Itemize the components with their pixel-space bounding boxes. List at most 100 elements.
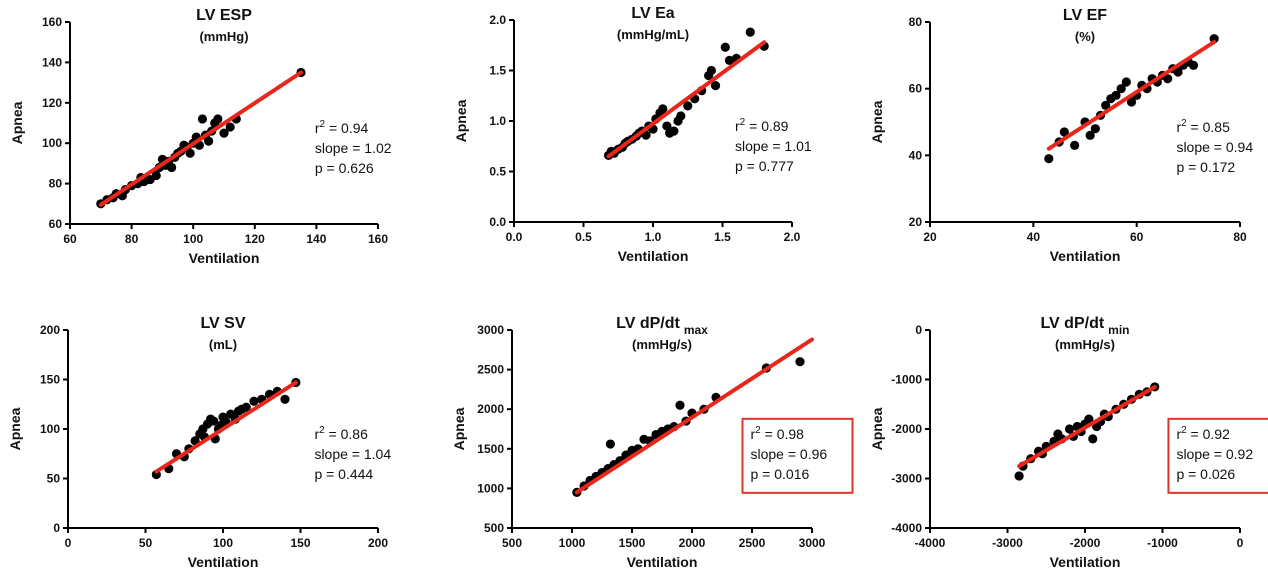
y-tick-label: 2000 xyxy=(477,402,504,416)
data-point xyxy=(1059,127,1069,137)
y-axis-label: Apnea xyxy=(7,407,23,450)
data-point xyxy=(1209,34,1219,44)
regression-line xyxy=(606,40,767,159)
y-tick-label: 2500 xyxy=(477,363,504,377)
x-tick-label: 80 xyxy=(125,232,139,246)
x-tick-label: 2500 xyxy=(739,536,766,550)
x-axis-label: Ventilation xyxy=(627,554,698,570)
data-point xyxy=(197,114,208,124)
chart-title-text: LV dP/dt xyxy=(1040,315,1104,332)
data-point xyxy=(1173,67,1183,77)
data-point xyxy=(225,122,235,132)
data-point xyxy=(1121,77,1131,87)
y-tick-label: -1000 xyxy=(891,373,922,387)
r-squared-value: = 0.94 xyxy=(325,120,368,136)
superscript-2: 2 xyxy=(740,117,746,128)
chart-title: LV Ea xyxy=(631,5,674,22)
r-squared-text: r2 = 0.85 xyxy=(1176,118,1230,135)
y-axis-label: Apnea xyxy=(869,100,885,143)
y-tick-label: 2.0 xyxy=(489,13,506,27)
regression-line xyxy=(154,380,298,474)
y-tick-label: 80 xyxy=(909,15,923,29)
x-tick-label: 1.5 xyxy=(714,230,731,244)
data-point xyxy=(1084,414,1094,424)
x-tick-label: 100 xyxy=(183,232,203,246)
stats-highlight-box xyxy=(1167,417,1268,494)
data-point xyxy=(151,170,161,181)
chart-unit: (mmHg) xyxy=(199,29,248,44)
data-point xyxy=(745,27,755,37)
x-tick-label: 3000 xyxy=(799,536,826,550)
chart-unit: (mL) xyxy=(209,337,237,352)
x-axis-label: Ventilation xyxy=(1050,248,1121,264)
superscript-2: 2 xyxy=(1181,425,1187,436)
p-value-text: p = 0.626 xyxy=(315,160,374,176)
y-tick-label: 1.0 xyxy=(489,114,506,128)
chart-title-subscript: max xyxy=(684,323,708,337)
x-tick-label: 150 xyxy=(290,536,310,550)
slope-text: slope = 1.02 xyxy=(315,140,392,156)
data-point xyxy=(675,400,685,410)
chart-panel-2: 0.0 0.5 1.0 1.5 2.0 0.0 0.5 1.0 1.5 2.0 Ventilatio… xyxy=(453,5,812,264)
p-value-text: p = 0.444 xyxy=(314,466,373,482)
data-point xyxy=(1044,154,1054,164)
x-tick-label: 200 xyxy=(368,536,388,550)
y-tick-label: -3000 xyxy=(891,472,922,486)
y-tick-label: 0 xyxy=(915,323,922,337)
p-value-text: p = 0.026 xyxy=(1176,466,1235,482)
chart-title: LV dP/dt max xyxy=(616,315,708,337)
chart-title-text: LV SV xyxy=(200,315,245,332)
x-tick-label: 0 xyxy=(1237,536,1244,550)
x-tick-label: 1500 xyxy=(619,536,646,550)
chart-title-text: LV Ea xyxy=(631,5,674,22)
x-tick-label: -2000 xyxy=(1070,536,1101,550)
superscript-2: 2 xyxy=(755,425,761,436)
y-tick-label: 50 xyxy=(47,472,61,486)
r-squared-text: r2 = 0.86 xyxy=(314,425,368,442)
y-tick-label: 1500 xyxy=(477,442,504,456)
r-squared-text: r2 = 0.94 xyxy=(315,119,369,136)
slope-text: slope = 1.01 xyxy=(735,138,812,154)
r-symbol: r xyxy=(751,426,756,442)
x-tick-label: -4000 xyxy=(915,536,946,550)
chart-unit: (mmHg/s) xyxy=(1055,337,1115,352)
y-tick-label: 0 xyxy=(53,521,60,535)
data-point xyxy=(219,128,229,138)
slope-text: slope = 0.96 xyxy=(751,446,828,462)
r-squared-text: r2 = 0.92 xyxy=(1176,425,1230,442)
data-point xyxy=(1070,140,1080,150)
regression-line xyxy=(574,337,814,495)
chart-unit: (mmHg/s) xyxy=(632,337,692,352)
data-point xyxy=(204,136,214,146)
slope-text: slope = 0.92 xyxy=(1176,446,1253,462)
slope-text: slope = 1.04 xyxy=(314,446,391,462)
x-tick-label: 140 xyxy=(306,232,326,246)
r-squared-value: = 0.89 xyxy=(745,118,788,134)
x-tick-label: 100 xyxy=(213,536,233,550)
data-point xyxy=(1126,97,1137,107)
y-axis-label: Apnea xyxy=(451,407,467,450)
y-tick-label: 120 xyxy=(42,96,62,110)
r-squared-value: = 0.92 xyxy=(1187,426,1230,442)
x-tick-label: 0 xyxy=(65,536,72,550)
chart-panel-3: 20 40 60 80 20 40 60 80 Ventilation Apnea LV EF (%)… xyxy=(869,7,1253,264)
chart-title: LV dP/dt min xyxy=(1040,315,1129,337)
chart-title-text: LV dP/dt xyxy=(616,315,680,332)
x-axis-label: Ventilation xyxy=(618,248,689,264)
superscript-2: 2 xyxy=(320,119,326,130)
superscript-2: 2 xyxy=(319,425,325,436)
r-squared-value: = 0.98 xyxy=(761,426,804,442)
data-point xyxy=(213,114,223,124)
y-tick-label: -4000 xyxy=(891,521,922,535)
x-tick-label: 60 xyxy=(63,232,77,246)
p-value-text: p = 0.172 xyxy=(1176,159,1235,175)
data-point xyxy=(1090,124,1100,134)
y-tick-label: 20 xyxy=(909,215,923,229)
stats-highlight-box xyxy=(741,417,854,494)
y-axis-label: Apnea xyxy=(9,101,25,144)
p-value-text: p = 0.777 xyxy=(735,158,794,174)
y-tick-label: 200 xyxy=(40,323,60,337)
x-tick-label: 160 xyxy=(368,232,388,246)
